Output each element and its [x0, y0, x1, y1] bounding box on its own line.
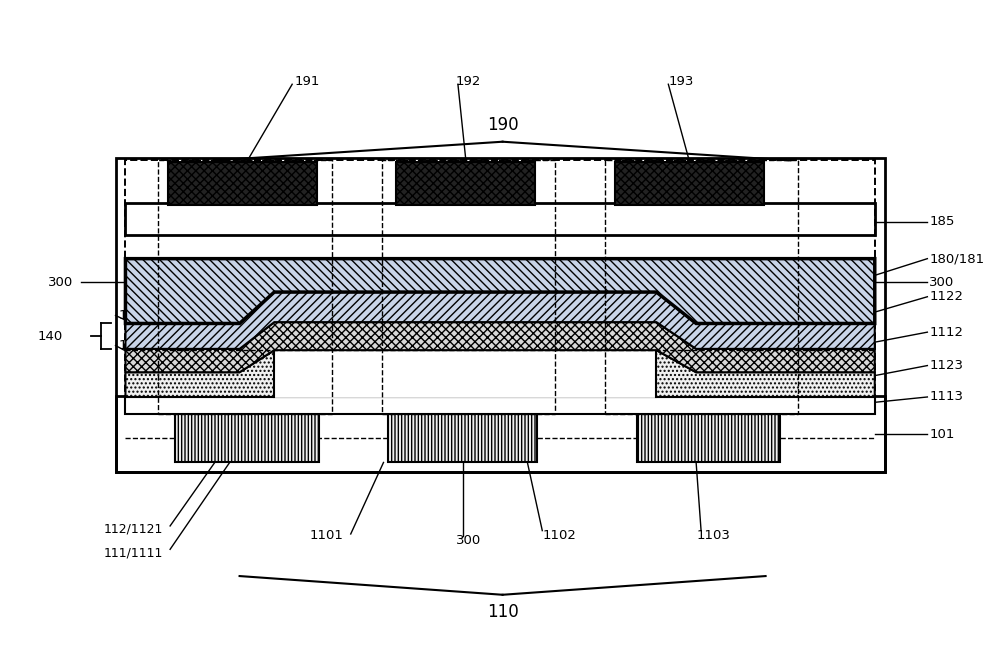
Text: 300: 300 [929, 276, 955, 289]
Bar [637, 413, 780, 462]
Text: 1113: 1113 [929, 391, 963, 403]
Bar [125, 397, 875, 414]
Text: 185: 185 [929, 215, 955, 228]
Bar [382, 160, 555, 414]
Bar [605, 160, 798, 414]
Bar [175, 413, 319, 462]
Text: 1112: 1112 [929, 325, 963, 339]
Bar [396, 162, 535, 205]
Polygon shape [125, 350, 875, 397]
Bar [615, 162, 764, 205]
Bar [388, 413, 537, 462]
Polygon shape [125, 258, 875, 323]
Text: 1101: 1101 [310, 529, 344, 542]
Polygon shape [274, 350, 656, 397]
Text: 1122: 1122 [929, 291, 963, 303]
Polygon shape [125, 322, 875, 372]
Bar [125, 160, 875, 414]
Text: 111/1111: 111/1111 [104, 546, 163, 559]
Text: 140: 140 [38, 329, 63, 343]
Text: 110: 110 [487, 603, 518, 621]
Text: 180/181: 180/181 [929, 252, 984, 265]
Text: 190: 190 [487, 115, 518, 134]
Text: 1123: 1123 [929, 359, 963, 372]
Text: 193: 193 [668, 75, 694, 88]
Text: 191: 191 [294, 75, 320, 88]
Polygon shape [125, 292, 875, 349]
Bar [116, 158, 885, 472]
Text: 1103: 1103 [696, 529, 730, 542]
Text: 101: 101 [929, 428, 955, 441]
Text: 141: 141 [119, 339, 144, 352]
Bar [168, 162, 317, 205]
Bar [125, 203, 875, 236]
Bar [158, 160, 332, 414]
Text: 300: 300 [456, 534, 481, 547]
Text: 112/1121: 112/1121 [104, 523, 163, 535]
Text: 142: 142 [119, 309, 144, 322]
Text: 1102: 1102 [542, 529, 576, 542]
Bar [116, 396, 885, 472]
Text: 300: 300 [48, 276, 73, 289]
Text: 192: 192 [456, 75, 481, 88]
